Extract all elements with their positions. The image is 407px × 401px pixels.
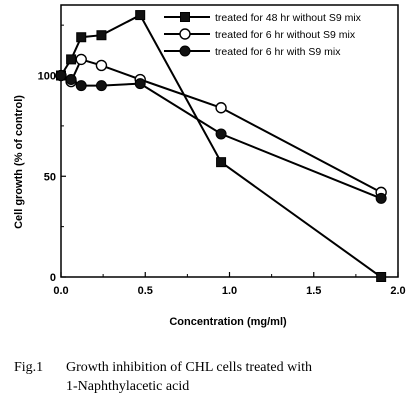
chart: 0.0 0.5 1.0 1.5 2.0 0 50 100 Concentration (mg/… — [13, 4, 406, 328]
y-tick-label: 50 — [44, 171, 56, 183]
y-tick-label: 100 — [38, 71, 56, 83]
data-point-series-1 — [376, 272, 387, 282]
data-point-series-3 — [215, 128, 227, 140]
legend-label-1: treated for 48 hr without S9 mix — [215, 12, 362, 24]
data-point-series-3 — [134, 78, 146, 90]
legend: treated for 48 hr without S9 mix treated … — [164, 12, 362, 58]
data-point-series-2 — [95, 59, 108, 72]
caption-line-1: Growth inhibition of CHL cells treated w… — [66, 360, 312, 375]
legend-label-2: treated for 6 hr without S9 mix — [215, 29, 356, 41]
x-tick-label: 1.0 — [222, 285, 237, 297]
legend-marker-1 — [180, 12, 190, 22]
data-point-series-2 — [215, 102, 227, 114]
data-point-series-1 — [135, 10, 146, 21]
series-line-2 — [60, 58, 382, 194]
data-point-series-1 — [76, 32, 87, 43]
legend-label-3: treated for 6 hr with S9 mix — [215, 46, 341, 58]
caption-line-2: 1-Naphthylacetic acid — [66, 379, 190, 394]
x-tick-label: 0.5 — [138, 285, 153, 297]
x-tick-label: 2.0 — [390, 285, 405, 297]
figure-number: Fig.1 — [14, 360, 44, 375]
y-axis-title: Cell growth (% of control) — [13, 95, 25, 229]
legend-marker-3 — [179, 45, 191, 57]
data-point-series-1 — [96, 30, 107, 41]
data-point-series-3 — [55, 70, 67, 82]
tick-labels: 0.0 0.5 1.0 1.5 2.0 0 50 100 — [38, 71, 406, 297]
data-point-series-3 — [65, 74, 77, 86]
data-point-series-3 — [75, 80, 87, 92]
data-point-series-1 — [216, 157, 227, 168]
data-point-series-2 — [75, 53, 87, 66]
series-markers — [55, 10, 387, 282]
data-point-series-3 — [95, 80, 107, 92]
x-tick-label: 1.5 — [306, 285, 321, 297]
legend-marker-2 — [179, 28, 191, 40]
y-tick-label: 0 — [50, 272, 56, 284]
figure-caption: Fig.1 Growth inhibition of CHL cells trea… — [14, 358, 404, 396]
x-axis-title: Concentration (mg/ml) — [169, 316, 287, 328]
data-point-series-3 — [375, 192, 387, 204]
data-point-series-1 — [66, 54, 77, 65]
x-tick-label: 0.0 — [53, 285, 68, 297]
